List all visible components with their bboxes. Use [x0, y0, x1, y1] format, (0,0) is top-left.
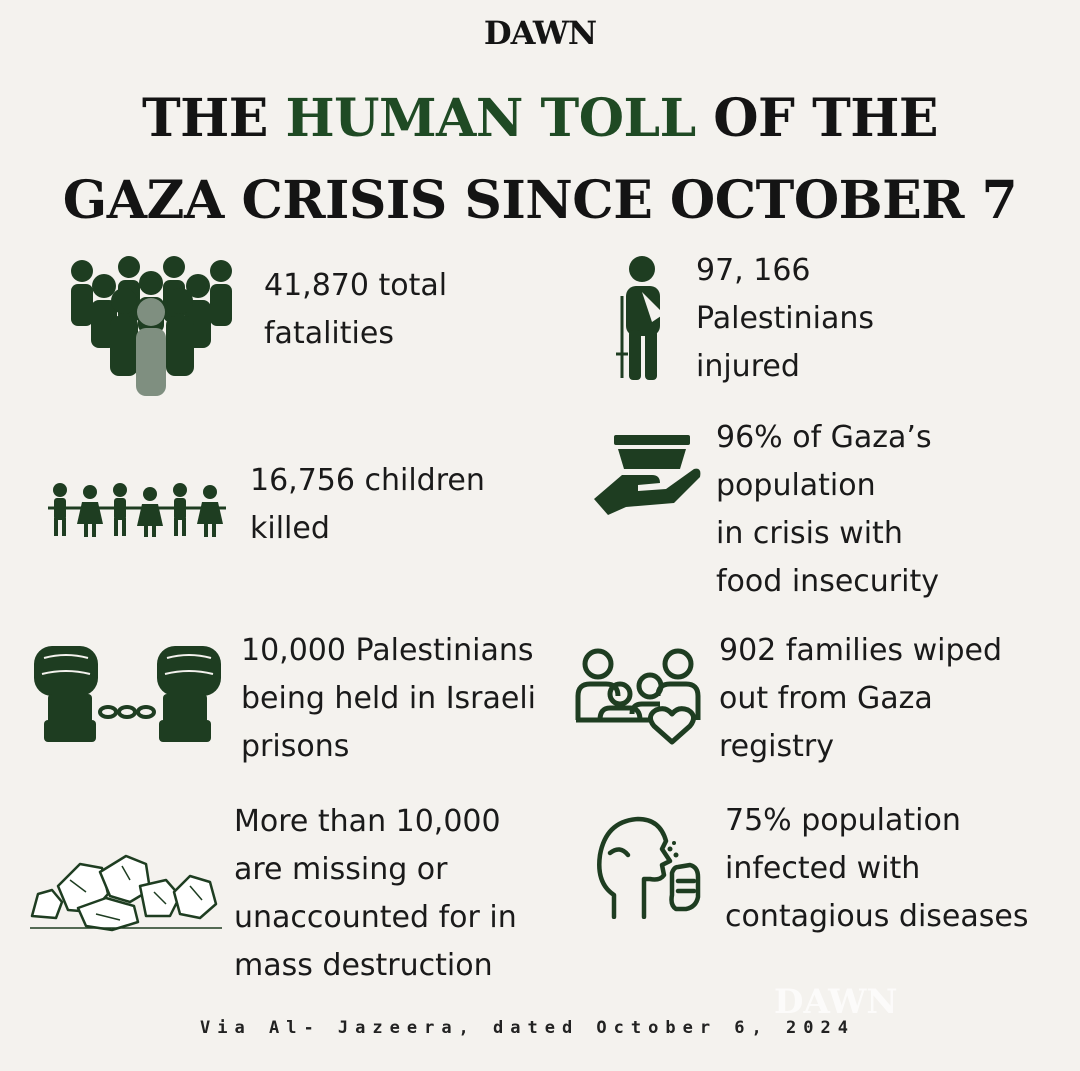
stat-children: 16,756 children killed	[250, 463, 485, 546]
stat-prisoners: 10,000 Palestinians being held in Israel…	[241, 633, 537, 764]
injured-person-icon	[616, 256, 664, 380]
food-bowl-hand-icon	[594, 435, 701, 515]
stat-disease: 75% population infected with contagious …	[725, 803, 1029, 934]
stat-food-insecurity: 96% of Gaza’s population in crisis with …	[716, 420, 939, 599]
crowd-icon	[71, 256, 232, 396]
stat-injured: 97, 166 Palestinians injured	[696, 253, 875, 384]
title-line-1: THE HUMAN TOLL OF THE	[141, 88, 939, 149]
stat-families: 902 families wiped out from Gaza registr…	[719, 633, 1003, 764]
children-chain-icon	[48, 483, 226, 537]
family-heart-icon	[575, 648, 701, 745]
coughing-person-icon	[597, 816, 701, 919]
dawn-watermark: DAWN	[774, 982, 898, 1022]
title-line-2: GAZA CRISIS SINCE OCTOBER 7	[62, 170, 1018, 231]
rubble-icon	[30, 854, 222, 932]
stat-missing: More than 10,000 are missing or unaccoun…	[234, 804, 517, 983]
dawn-logo: DAWN	[483, 14, 597, 52]
source-footer: Via Al- Jazeera, dated October 6, 2024	[200, 1018, 855, 1038]
title-highlight: HUMAN TOLL	[285, 88, 697, 149]
stat-fatalities: 41,870 total fatalities	[264, 268, 448, 351]
page-title: THE HUMAN TOLL OF THE GAZA CRISIS SINCE …	[0, 78, 1080, 242]
handcuffed-fists-icon	[34, 646, 221, 742]
